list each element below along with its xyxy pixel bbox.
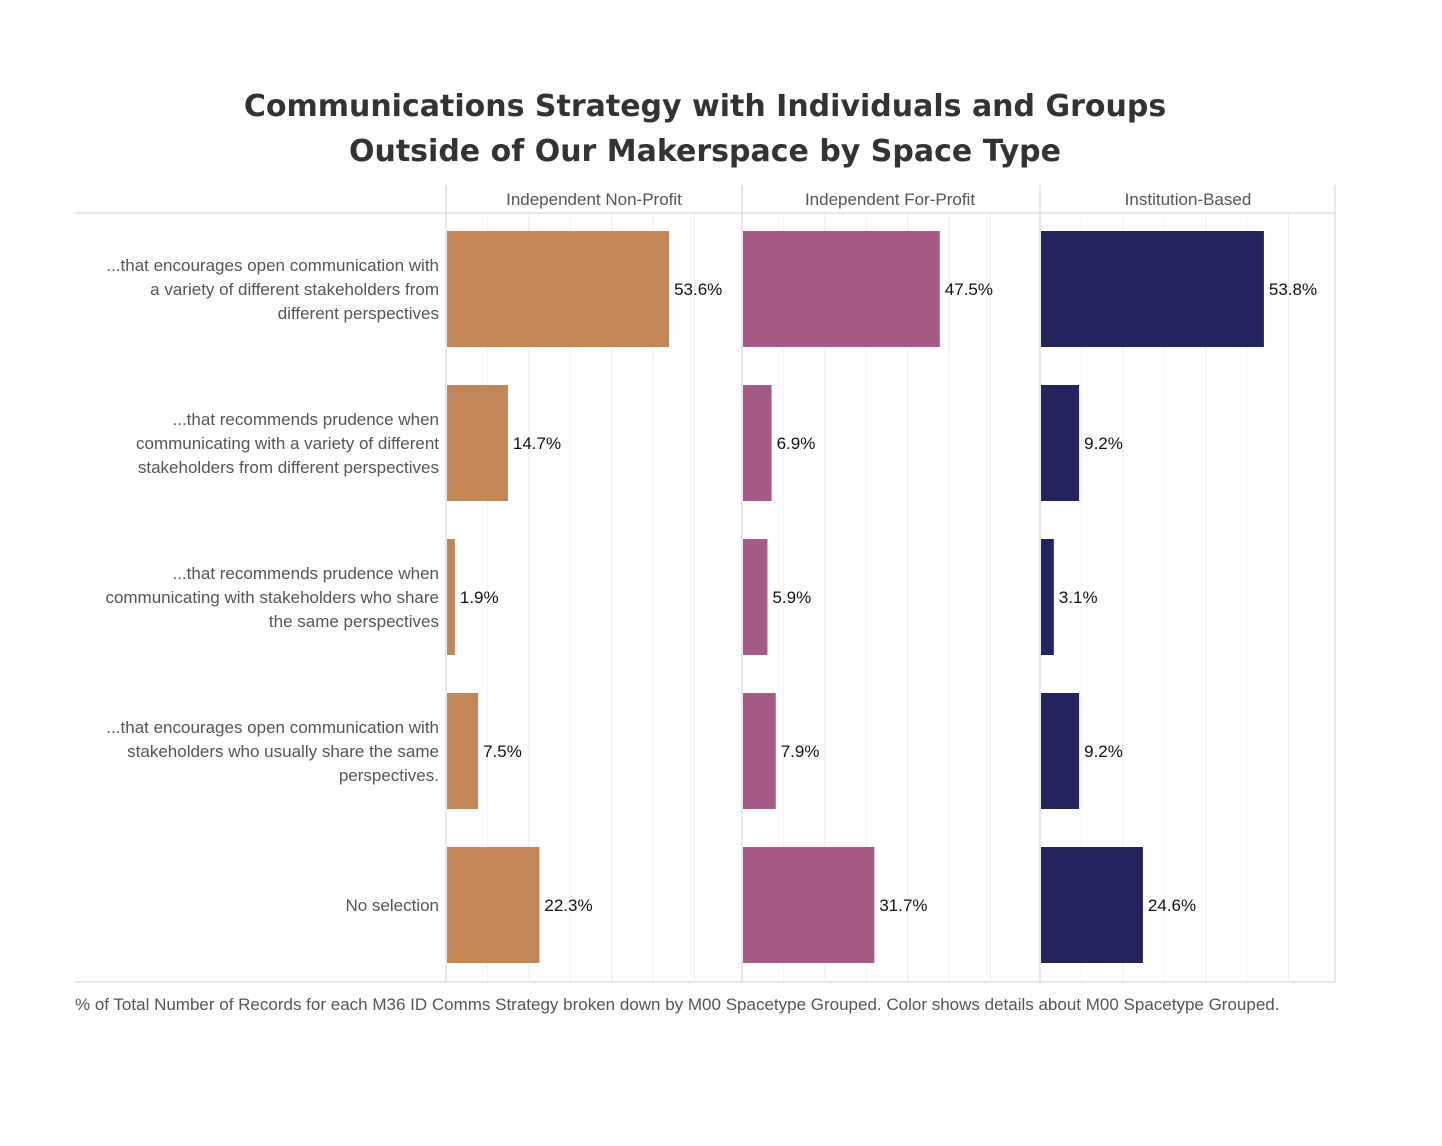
row-label: ...that encourages open communication wi… [106, 256, 439, 275]
data-label: 53.6% [674, 280, 722, 299]
data-label: 1.9% [460, 588, 499, 607]
bar [447, 539, 455, 655]
panel-header: Independent For-Profit [805, 190, 975, 209]
data-label: 7.5% [483, 742, 522, 761]
row-label: ...that recommends prudence when [173, 564, 439, 583]
data-label: 22.3% [544, 896, 592, 915]
data-label: 14.7% [513, 434, 561, 453]
row-label: the same perspectives [269, 612, 439, 631]
data-label: 53.8% [1269, 280, 1317, 299]
bar [743, 539, 768, 655]
bar [743, 693, 776, 809]
chart-footnote: % of Total Number of Records for each M3… [75, 995, 1280, 1014]
row-label: perspectives. [339, 766, 439, 785]
data-label: 9.2% [1084, 742, 1123, 761]
row-label: ...that encourages open communication wi… [106, 718, 439, 737]
bar [1041, 231, 1264, 347]
row-label: stakeholders from different perspectives [138, 458, 439, 477]
data-label: 47.5% [945, 280, 993, 299]
panel-header: Institution-Based [1125, 190, 1252, 209]
chart-title: Communications Strategy with Individuals… [0, 84, 1410, 174]
row-label: ...that recommends prudence when [173, 410, 439, 429]
row-label: No selection [345, 896, 439, 915]
bar [1041, 847, 1143, 963]
bar [447, 231, 670, 347]
row-label: stakeholders who usually share the same [127, 742, 439, 761]
bar [743, 231, 940, 347]
data-label: 24.6% [1148, 896, 1196, 915]
bar [1041, 385, 1080, 501]
bar [743, 847, 875, 963]
data-label: 9.2% [1084, 434, 1123, 453]
data-label: 5.9% [772, 588, 811, 607]
row-label: communicating with stakeholders who shar… [105, 588, 439, 607]
bar [447, 847, 540, 963]
bar [743, 385, 772, 501]
panel-header: Independent Non-Profit [506, 190, 682, 209]
chart-title-line-2: Outside of Our Makerspace by Space Type [348, 134, 1061, 169]
row-label: a variety of different stakeholders from [150, 280, 439, 299]
bar [447, 385, 508, 501]
data-label: 7.9% [781, 742, 820, 761]
bar [1041, 693, 1080, 809]
row-label: communicating with a variety of differen… [136, 434, 439, 453]
chart-title-line-1: Communications Strategy with Individuals… [243, 89, 1167, 124]
data-label: 31.7% [879, 896, 927, 915]
data-label: 3.1% [1059, 588, 1098, 607]
bar [447, 693, 479, 809]
row-label: different perspectives [278, 304, 439, 323]
bar [1041, 539, 1054, 655]
data-label: 6.9% [777, 434, 816, 453]
